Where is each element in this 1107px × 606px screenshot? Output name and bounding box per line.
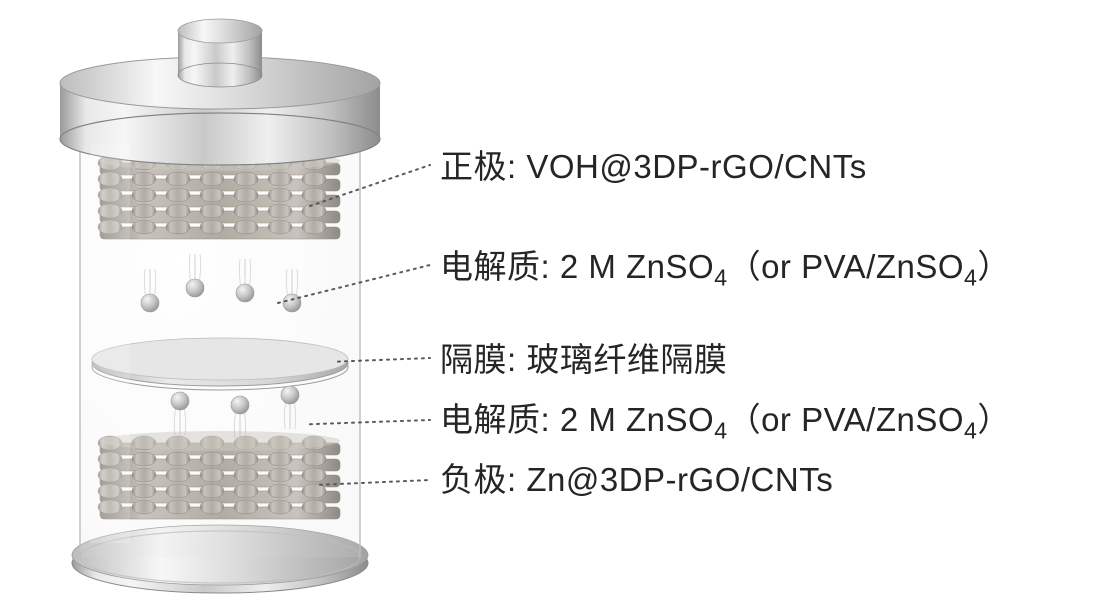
diagram-stage: 正极: VOH@3DP-rGO/CNTs 电解质: 2 M ZnSO4（or P…	[0, 0, 1107, 606]
label-anode: 负极: Zn@3DP-rGO/CNTs	[440, 453, 833, 501]
label-separator-value: 玻璃纤维隔膜	[526, 341, 727, 378]
label-anode-prefix: 负极:	[440, 461, 526, 498]
label-electrolyte-top-value: 2 M ZnSO4（or PVA/ZnSO4）	[560, 248, 1011, 285]
label-anode-value: Zn@3DP-rGO/CNTs	[526, 461, 833, 498]
label-electrolyte-top-prefix: 电解质:	[440, 248, 560, 285]
label-electrolyte-bot: 电解质: 2 M ZnSO4（or PVA/ZnSO4）	[440, 393, 1011, 441]
label-electrolyte-top: 电解质: 2 M ZnSO4（or PVA/ZnSO4）	[440, 240, 1011, 288]
label-cathode-prefix: 正极:	[440, 148, 526, 185]
label-separator-prefix: 隔膜:	[440, 341, 526, 378]
label-cathode: 正极: VOH@3DP-rGO/CNTs	[440, 140, 867, 188]
label-separator: 隔膜: 玻璃纤维隔膜	[440, 333, 727, 381]
label-electrolyte-bot-prefix: 电解质:	[440, 401, 560, 438]
label-cathode-value: VOH@3DP-rGO/CNTs	[526, 148, 866, 185]
leader-lines	[0, 0, 1107, 606]
label-electrolyte-bot-value: 2 M ZnSO4（or PVA/ZnSO4）	[560, 401, 1011, 438]
